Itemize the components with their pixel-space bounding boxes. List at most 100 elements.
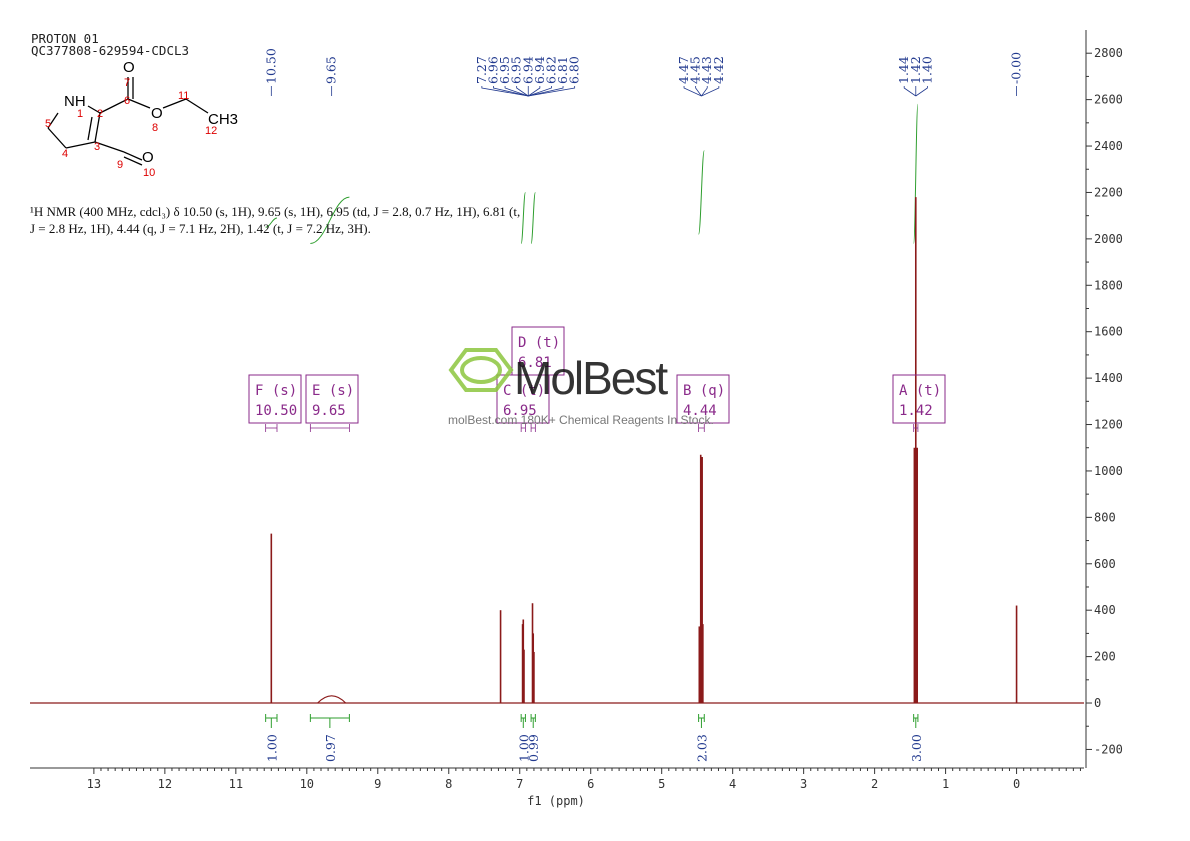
molbest-logo-icon (448, 348, 514, 392)
multiplet-box (248, 374, 302, 424)
x-tick-label: 6 (587, 777, 594, 791)
y-axis: -200 0 200 400 600 800 1000 1200 1400 1600 1800 200… (1085, 30, 1123, 768)
atom-number-3: 3 (94, 141, 100, 153)
y-tick-label: 800 (1094, 510, 1116, 524)
integral-curve (698, 150, 705, 235)
y-tick-label: 2400 (1094, 139, 1123, 153)
multiplet-box (892, 374, 946, 424)
peak-label-connector (528, 86, 541, 97)
multiplet-shift: 6.95 (503, 403, 537, 419)
integral-value: 2.03 (694, 734, 709, 762)
spectrum-peak (317, 695, 347, 704)
y-tick-label: 2800 (1094, 46, 1123, 60)
multiplet-id: E (s) (312, 383, 354, 399)
multiplet-id: F (s) (255, 383, 297, 399)
x-tick-label: 8 (445, 777, 452, 791)
integral-curves (265, 103, 919, 245)
y-tick-label: 1600 (1094, 325, 1123, 339)
peak-label: 4.43 (699, 56, 714, 84)
peak-label-connector (528, 86, 552, 97)
peak-label-connector (504, 86, 529, 97)
peak-label-connector (528, 86, 576, 97)
nmr-description-line1: ¹H NMR (400 MHz, cdcl₃) δ 10.50 (s, 1H),… (30, 204, 521, 219)
atom-nh: NH (64, 93, 86, 110)
peak-label-connector (516, 86, 529, 97)
peak-label: 6.94 (532, 56, 547, 84)
integral-curve (310, 196, 350, 245)
atom-number-4: 4 (62, 148, 68, 160)
integral-value: 0.99 (526, 734, 541, 762)
x-tick-label: 11 (229, 777, 243, 791)
x-tick-label: 9 (374, 777, 381, 791)
x-tick-label: 4 (729, 777, 736, 791)
watermark-tagline: molBest.com 180K+ Chemical Reagents In S… (448, 413, 714, 427)
integral-value: 1.00 (264, 734, 279, 762)
multiplet-id: A (t) (899, 383, 941, 399)
y-tick-label: 1400 (1094, 371, 1123, 385)
experiment-name: PROTON 01 (31, 31, 99, 46)
y-tick-label: 1000 (1094, 464, 1123, 478)
x-axis: 13 12 11 10 9 8 7 6 5 4 3 2 1 0 (30, 767, 1084, 791)
atom-number-11: 11 (178, 90, 189, 102)
x-tick-label: 5 (658, 777, 665, 791)
integral-value: 3.00 (909, 734, 924, 762)
peak-label: 1.42 (908, 56, 923, 84)
y-tick-label: 600 (1094, 557, 1116, 571)
y-tick-label: -200 (1094, 742, 1123, 756)
y-tick-label: 400 (1094, 603, 1116, 617)
peak-label: 6.96 (485, 56, 500, 84)
y-tick-label: 0 (1094, 696, 1101, 710)
x-tick-label: 2 (871, 777, 878, 791)
integral-curve (520, 191, 526, 245)
integral-curve (530, 191, 536, 245)
peak-label: -0.00 (1009, 52, 1024, 84)
multiplet-id: D (t) (518, 335, 560, 351)
integral-values: 1.00 0.97 1.000.99 2.03 3.00 (264, 714, 924, 762)
sample-id: QC377808-629594-CDCL3 (31, 43, 190, 58)
multiplet-shift: 10.50 (255, 403, 297, 419)
peak-label: 4.45 (688, 56, 703, 84)
nmr-description: ¹H NMR (400 MHz, cdcl₃) δ 10.50 (s, 1H),… (30, 203, 610, 237)
atom-number-10: 10 (143, 167, 155, 179)
atom-ch3: CH3 (208, 111, 238, 128)
peak-labels: 10.50 9.65 7.276.966.956.956.946.946.826.8… (263, 48, 1024, 97)
multiplet-box (676, 374, 730, 424)
peak-label: 6.95 (497, 56, 512, 84)
peak-label-connector (701, 86, 708, 97)
x-tick-label: 7 (516, 777, 523, 791)
peak-label: 6.81 (555, 56, 570, 84)
peak-label: 7.27 (474, 56, 489, 84)
chemical-structure (47, 77, 209, 166)
atom-number-8: 8 (152, 122, 158, 134)
nmr-description-line2: J = 2.8 Hz, 1H), 4.44 (q, J = 7.1 Hz, 2H… (30, 221, 371, 236)
y-tick-label: 1200 (1094, 418, 1123, 432)
multiplet-box (305, 374, 359, 424)
multiplet-box (496, 374, 550, 424)
peak-label-connector (903, 86, 917, 97)
spectrum-trace (30, 197, 1084, 704)
peak-label: 6.94 (520, 56, 535, 84)
x-tick-label: 10 (300, 777, 314, 791)
y-tick-label: 2200 (1094, 185, 1123, 199)
peak-label: 6.82 (543, 56, 558, 84)
y-tick-label: 2600 (1094, 93, 1123, 107)
peak-label: 4.42 (711, 56, 726, 84)
atom-o8: O (151, 105, 163, 122)
y-tick-label: 1800 (1094, 278, 1123, 292)
multiplet-shift: 9.65 (312, 403, 346, 419)
peak-label-connector (481, 86, 529, 97)
x-axis-title: f1 (ppm) (527, 794, 585, 808)
x-tick-label: 3 (800, 777, 807, 791)
atom-number-1: 1 (77, 108, 83, 120)
multiplet-id: B (q) (683, 383, 725, 399)
multiplet-shift: 6.81 (518, 355, 552, 371)
x-tick-label: 13 (87, 777, 101, 791)
x-tick-label: 1 (942, 777, 949, 791)
integral-value: 1.00 (516, 734, 531, 762)
peak-label: 6.80 (567, 56, 582, 84)
multiplet-shift: 4.44 (683, 403, 717, 419)
y-tick-label: 200 (1094, 650, 1116, 664)
atom-number-2: 2 (97, 108, 103, 120)
peak-label: 9.65 (324, 56, 339, 84)
